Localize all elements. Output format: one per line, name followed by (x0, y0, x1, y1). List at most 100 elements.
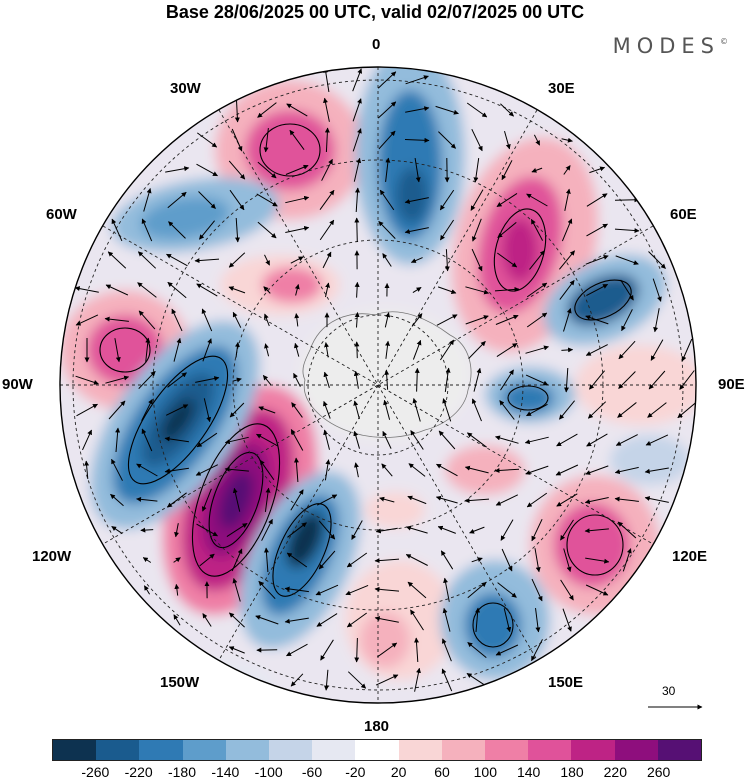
wind-vector-arrow (316, 494, 338, 506)
wind-vector-arrow (323, 371, 330, 388)
wind-vector-arrow (383, 399, 391, 420)
wind-vector-arrow (405, 75, 429, 85)
wind-vector-arrow (384, 312, 391, 328)
wind-vector-arrow (471, 218, 482, 242)
wind-vector-arrow (374, 616, 399, 623)
wind-vector-arrow (231, 128, 243, 152)
wind-vector-arrow (323, 400, 331, 419)
wind-vector-arrow (441, 668, 453, 692)
wind-vector-arrow (167, 372, 187, 388)
wind-vector-arrow (141, 398, 153, 421)
wind-vectors (74, 67, 696, 692)
wind-vector-arrow (137, 282, 157, 298)
wind-vector-arrow (353, 430, 360, 449)
wind-vector-arrow (174, 523, 180, 538)
lon-label-0: 0 (372, 36, 381, 53)
wind-vector-arrow (408, 463, 426, 477)
wind-vector-arrow (194, 258, 220, 264)
wind-vector-arrow (525, 465, 549, 475)
wind-vector-arrow (232, 377, 242, 383)
wind-vector-arrow (442, 607, 451, 632)
wind-vector-arrow (501, 548, 513, 572)
lon-label-180: 180 (364, 718, 390, 735)
wind-vector-arrow (526, 492, 548, 508)
wind-vector-arrow (347, 671, 367, 689)
wind-vector-arrow (224, 436, 249, 445)
wind-vector-arrow (500, 103, 514, 117)
lon-label-60e: 60E (670, 206, 697, 223)
wind-vector-arrow (315, 584, 339, 596)
wind-vector-arrow (586, 193, 608, 207)
wind-vector-arrow (323, 67, 330, 92)
wind-vector-arrow (84, 460, 90, 479)
wind-vector-arrow (294, 284, 300, 296)
wind-vector-arrow (503, 608, 512, 633)
wind-vector-arrow (653, 308, 660, 333)
colorbar-cell (398, 740, 442, 760)
wind-vector-arrow (438, 131, 456, 149)
colorbar-tick-label: -100 (254, 764, 283, 780)
wind-vector-arrow (294, 313, 300, 327)
wind-vector-arrow (621, 309, 633, 332)
wind-vector-arrow (168, 221, 186, 239)
wind-vector-arrow (560, 519, 574, 541)
colorbar-cell (528, 740, 572, 760)
wind-vector-arrow (256, 433, 278, 447)
wind-vector-arrow (318, 550, 336, 570)
colorbar-tick-label: -180 (167, 764, 197, 780)
wind-vector-arrow (232, 578, 241, 602)
wind-vector-arrow (107, 251, 127, 269)
wind-vector-arrow (495, 644, 519, 656)
wind-vector-arrow (290, 256, 304, 264)
wind-vector-arrow (381, 463, 393, 477)
wind-vector-arrow (287, 522, 307, 538)
wind-vector-arrow (407, 495, 427, 505)
wind-vector-arrow (199, 220, 215, 240)
colorbar-cell (571, 740, 615, 760)
wind-vector-arrow (414, 158, 421, 183)
colorbar-cell (53, 740, 97, 760)
wind-vector-arrow (258, 580, 276, 600)
wind-vector-arrow (173, 337, 182, 362)
colorbar-tick-label: -140 (211, 764, 240, 780)
wind-vector-arrow (559, 279, 575, 300)
wind-vector-arrow (234, 97, 240, 123)
wind-vector-arrow (529, 250, 545, 270)
wind-vector-arrow (525, 374, 549, 386)
wind-vector-arrow (320, 639, 334, 661)
wind-vector-arrow (494, 286, 520, 292)
wind-vector-arrow (290, 673, 304, 687)
wind-vector-arrow (531, 167, 543, 173)
wind-vector-arrow (377, 71, 397, 89)
wind-vector-arrow (586, 433, 608, 447)
wind-vector-arrow (561, 218, 573, 242)
wind-vector-arrow (173, 557, 181, 563)
wind-vector-arrow (143, 188, 152, 212)
wind-vector-arrow (586, 223, 608, 237)
wind-vector-arrow (145, 337, 151, 362)
wind-vector-arrow (647, 402, 667, 418)
wind-vector-arrow (351, 520, 363, 540)
reference-vector-label: 30 (662, 684, 676, 698)
colorbar-cell (657, 740, 702, 760)
wind-vector-arrow (111, 218, 123, 242)
wind-vector-arrow (494, 468, 520, 473)
wind-vector-arrow (291, 402, 303, 418)
wind-vector-arrow (293, 457, 299, 483)
wind-vector-arrow (354, 312, 360, 328)
wind-vector-arrow (589, 166, 606, 174)
wind-vector-arrow (500, 369, 514, 391)
wind-vector-arrow (652, 278, 662, 302)
wind-vector-arrow (232, 311, 242, 328)
wind-vector-arrow (650, 339, 664, 361)
wind-vector-arrow (589, 370, 605, 390)
wind-vector-arrow (325, 282, 331, 298)
wind-vector-arrow (261, 518, 273, 541)
wind-vector-arrow (377, 101, 397, 119)
wind-vector-arrow (497, 582, 517, 598)
colorbar-cell (441, 740, 486, 760)
wind-vector-arrow (441, 638, 452, 662)
wind-vector-arrow (255, 615, 279, 625)
wind-vector-arrow (648, 251, 666, 269)
wind-vector-arrow (562, 608, 572, 632)
